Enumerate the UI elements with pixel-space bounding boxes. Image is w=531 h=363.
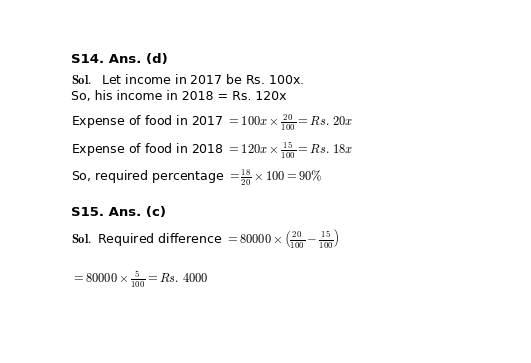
- Text: S15. Ans. (c): S15. Ans. (c): [71, 206, 166, 219]
- Text: So, required percentage $= \frac{18}{20} \times 100 = 90\%$: So, required percentage $= \frac{18}{20}…: [71, 167, 323, 188]
- Text: $= 80000 \times \frac{5}{100} = \mathit{Rs}.\,4000$: $= 80000 \times \frac{5}{100} = \mathit{…: [71, 269, 209, 290]
- Text: Expense of food in 2017 $= 100x \times \frac{20}{100} = \mathit{Rs}.\,20x$: Expense of food in 2017 $= 100x \times \…: [71, 112, 354, 132]
- Text: S14. Ans. (d): S14. Ans. (d): [71, 53, 168, 66]
- Text: $\mathbf{Sol.}$ Required difference $= 80000 \times \left(\frac{20}{100} - \frac: $\mathbf{Sol.}$ Required difference $= 8…: [71, 228, 340, 250]
- Text: Expense of food in 2018 $= 120x \times \frac{15}{100} = \mathit{Rs}.\,18x$: Expense of food in 2018 $= 120x \times \…: [71, 140, 354, 161]
- Text: So, his income in 2018 = Rs. 120x: So, his income in 2018 = Rs. 120x: [71, 90, 287, 103]
- Text: $\mathbf{Sol.}$  Let income in 2017 be Rs. 100x.: $\mathbf{Sol.}$ Let income in 2017 be Rs…: [71, 73, 305, 87]
